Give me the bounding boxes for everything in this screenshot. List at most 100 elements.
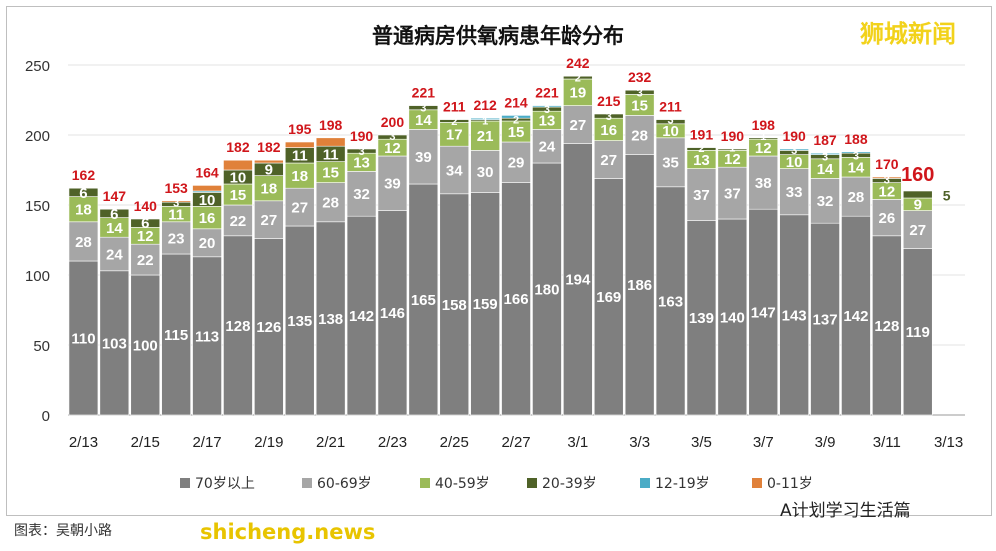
data-label: 37 <box>693 187 710 204</box>
data-label: 113 <box>195 328 219 345</box>
data-label: 110 <box>71 330 95 347</box>
data-label: 18 <box>261 181 278 198</box>
total-label: 190 <box>721 128 745 144</box>
bar-segment <box>192 185 222 192</box>
bar-segment <box>563 143 593 416</box>
total-label: 170 <box>875 156 899 172</box>
y-tick-label: 250 <box>25 58 50 75</box>
bar-segment <box>841 176 871 217</box>
total-label: 162 <box>72 167 96 183</box>
data-label: 9 <box>265 162 273 179</box>
legend-swatch <box>527 478 537 488</box>
data-label: 17 <box>446 127 463 144</box>
total-label: 164 <box>195 164 219 180</box>
data-label: 2 <box>451 116 457 128</box>
data-label: 15 <box>508 124 525 141</box>
bar-segment <box>408 129 439 185</box>
total-label: 187 <box>813 132 837 148</box>
data-label: 33 <box>786 184 803 201</box>
total-label: 198 <box>319 117 343 133</box>
data-label: 138 <box>318 311 343 328</box>
bar-segment <box>192 256 222 416</box>
bar-segment <box>315 221 346 416</box>
bar-segment <box>254 238 284 416</box>
data-label: 12 <box>384 140 401 157</box>
data-label: 13 <box>353 155 370 172</box>
data-label: 158 <box>442 297 467 314</box>
data-label: 126 <box>256 319 281 336</box>
bar-segment <box>377 155 408 211</box>
data-label: 147 <box>751 305 776 322</box>
x-tick-label: 3/5 <box>691 434 712 451</box>
data-label: 29 <box>508 155 525 172</box>
data-label: 27 <box>600 152 617 169</box>
total-label: 188 <box>844 131 868 147</box>
data-label: 12 <box>879 183 896 200</box>
data-label: 10 <box>199 192 216 209</box>
bar-segment <box>717 218 748 416</box>
legend-swatch <box>752 478 762 488</box>
data-label: 15 <box>230 187 247 204</box>
bar-segment <box>902 248 933 416</box>
data-label: 6 <box>110 206 118 223</box>
data-label: 119 <box>906 324 930 341</box>
bar-segment <box>470 150 500 193</box>
bar-segment <box>717 166 748 220</box>
data-label: 115 <box>164 327 188 344</box>
bar-segment <box>624 154 655 416</box>
data-label: 28 <box>75 234 92 251</box>
bar-segment <box>686 220 717 416</box>
total-label: 232 <box>628 69 652 85</box>
data-label: 6 <box>141 215 149 232</box>
total-label: 200 <box>381 114 405 130</box>
bar-segment <box>68 260 99 416</box>
data-label: 12 <box>137 228 154 245</box>
data-label: 28 <box>322 195 339 212</box>
x-tick-label: 2/19 <box>254 434 283 451</box>
bar-segment <box>254 200 284 239</box>
x-tick-label: 2/17 <box>192 434 221 451</box>
data-label: 169 <box>596 289 621 306</box>
data-label: 12 <box>724 151 741 168</box>
data-label: 128 <box>225 318 250 335</box>
bar-segment <box>810 152 840 155</box>
total-label: 160 <box>901 164 934 186</box>
bar-segment <box>346 171 377 217</box>
bar-segment <box>470 120 500 151</box>
data-label: 6 <box>79 185 87 202</box>
caption: 图表：吴朝小路 <box>14 523 112 539</box>
y-tick-label: 150 <box>25 198 50 215</box>
data-label: 143 <box>782 307 807 324</box>
x-tick-label: 2/25 <box>440 434 469 451</box>
bar-segment <box>284 141 315 148</box>
total-label: 190 <box>782 128 806 144</box>
bar-segment <box>593 113 624 119</box>
data-label: 23 <box>168 230 185 247</box>
bar-segment <box>655 137 686 188</box>
data-label: 39 <box>384 176 401 193</box>
data-label: 180 <box>534 281 559 298</box>
data-label: 103 <box>102 335 127 352</box>
data-label: 142 <box>349 308 374 325</box>
total-label: 147 <box>103 188 127 204</box>
data-label: 163 <box>658 293 683 310</box>
data-label: 27 <box>261 212 278 229</box>
y-tick-label: 100 <box>25 268 50 285</box>
bar-segment <box>593 178 624 416</box>
bar-segment <box>439 119 470 123</box>
x-tick-label: 3/13 <box>934 434 963 451</box>
bar-segment <box>655 119 686 125</box>
bar-segment <box>192 228 222 258</box>
data-label: 26 <box>879 210 896 227</box>
x-tick-label: 3/7 <box>753 434 774 451</box>
data-label: 24 <box>539 139 556 156</box>
data-label: 1 <box>729 142 735 154</box>
bar-segment <box>408 105 439 111</box>
legend-label: 12-19岁 <box>655 476 710 492</box>
data-label: 18 <box>75 202 92 219</box>
bar-segment <box>68 221 99 262</box>
bar-segment <box>810 178 840 224</box>
data-label: 140 <box>720 309 745 326</box>
data-label: 15 <box>631 97 648 114</box>
